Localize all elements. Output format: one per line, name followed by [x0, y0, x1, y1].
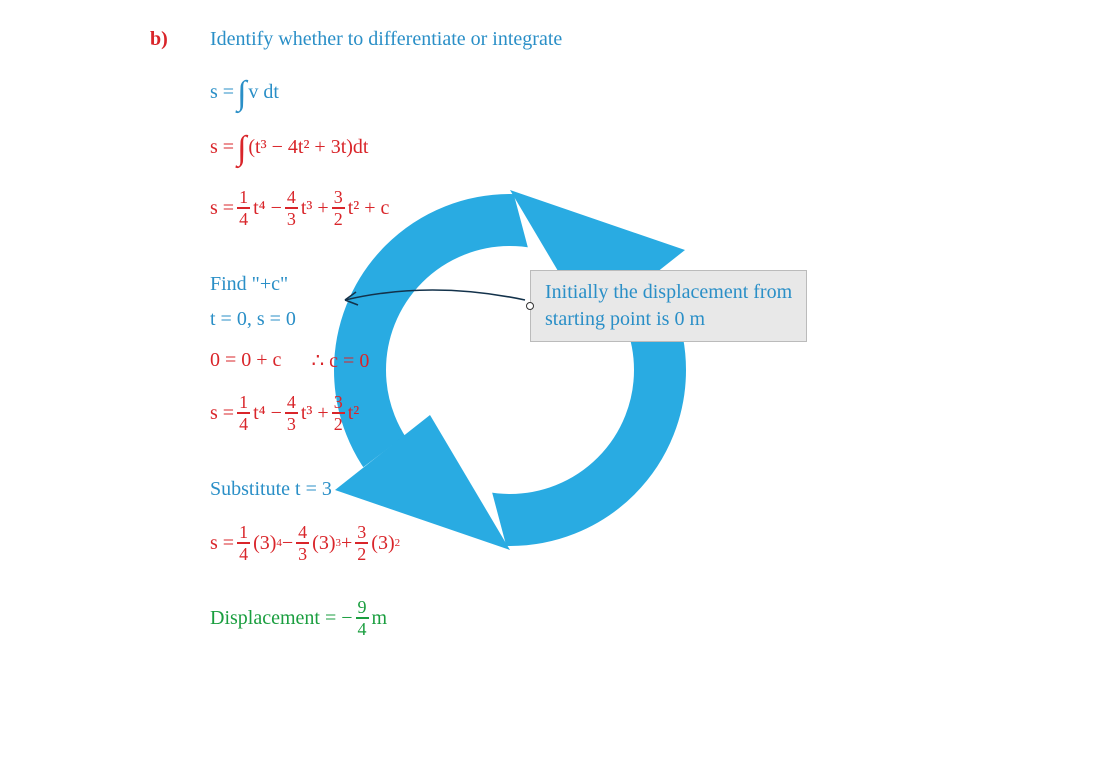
eq-substituted: s = 14 (3)4 − 43 (3)3 + 32 (3)2 [210, 523, 400, 563]
result-left: Displacement = − [210, 607, 353, 630]
eq-integral-v: s = ∫ v dt [210, 73, 279, 111]
eq1-integrand: v dt [248, 81, 279, 104]
eq1-lhs: s = [210, 81, 234, 104]
solve-c: 0 = 0 + c ∴ c = 0 [210, 348, 369, 373]
integral-sign: ∫ [237, 130, 246, 168]
substitute-heading: Substitute t = 3 [210, 478, 332, 501]
callout-connector-dot [526, 302, 534, 310]
integral-sign: ∫ [237, 75, 246, 113]
initial-conditions: t = 0, s = 0 [210, 308, 296, 331]
callout-line2: starting point is 0 m [545, 308, 705, 330]
find-c-heading: Find "+c" [210, 273, 288, 296]
result: Displacement = − 94 m [210, 598, 387, 638]
eq-s-of-t: s = 14 t⁴ − 43 t³ + 32 t² [210, 393, 359, 433]
solve-c-left: 0 = 0 + c [210, 349, 281, 372]
eq4-lhs: s = [210, 402, 234, 425]
callout-box: Initially the displacement from starting… [530, 270, 807, 342]
part-label: b) [150, 28, 168, 51]
watermark-logo [320, 180, 700, 560]
eq2-lhs: s = [210, 136, 234, 159]
eq2-integrand: (t³ − 4t² + 3t)dt [248, 136, 368, 159]
eq5-lhs: s = [210, 532, 234, 555]
result-unit: m [372, 607, 388, 630]
solve-c-right: ∴ c = 0 [311, 348, 369, 373]
heading: Identify whether to differentiate or int… [210, 28, 562, 51]
callout-arrow [330, 270, 530, 330]
callout-line1: Initially the displacement from [545, 281, 792, 303]
eq-integrated: s = 14 t⁴ − 43 t³ + 32 t² + c [210, 188, 389, 228]
eq-integral-expanded: s = ∫ (t³ − 4t² + 3t)dt [210, 128, 369, 166]
eq3-lhs: s = [210, 197, 234, 220]
